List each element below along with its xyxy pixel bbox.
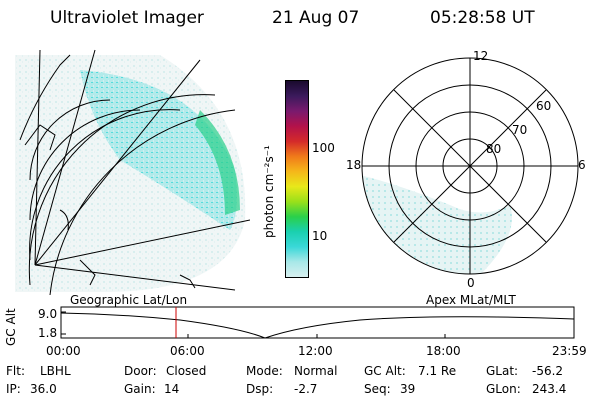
geographic-image-panel xyxy=(15,49,250,296)
info-label-gain: Gain: xyxy=(124,382,156,396)
timeline-axis-title: GC Alt xyxy=(4,308,18,346)
info-label-ip: IP: xyxy=(6,382,21,396)
timeline-ytick-top: 9.0 xyxy=(38,307,58,321)
info-label-mode: Mode: xyxy=(246,364,283,378)
info-value-door: Closed xyxy=(166,364,207,378)
info-label-gcalt: GC Alt: xyxy=(364,364,406,378)
timeline-xtick-1: 06:00 xyxy=(170,344,205,358)
info-value-glon: 243.4 xyxy=(532,382,567,396)
info-value-flt: LBHL xyxy=(40,364,71,378)
lat-label-60: 60 xyxy=(536,99,551,113)
lat-label-80: 80 xyxy=(486,142,501,156)
time-label: 05:28:58 UT xyxy=(430,8,535,28)
timeline-right-label: Apex MLat/MLT xyxy=(426,293,516,307)
timeline-xtick-4: 23:59 xyxy=(552,344,587,358)
timeline-xtick-0: 00:00 xyxy=(46,344,81,358)
info-label-seq: Seq: xyxy=(364,382,391,396)
mlt-label-0: 0 xyxy=(467,276,475,290)
info-label-glat: GLat: xyxy=(486,364,519,378)
app-title: Ultraviolet Imager xyxy=(50,8,204,28)
polar-plot: 12 18 6 0 60 70 80 xyxy=(346,49,586,290)
info-label-glon: GLon: xyxy=(486,382,521,396)
timeline-plot xyxy=(60,306,575,339)
lat-label-70: 70 xyxy=(512,123,527,137)
info-value-mode: Normal xyxy=(294,364,338,378)
colorbar-tick-100: 100 xyxy=(312,141,335,155)
timeline-left-label: Geographic Lat/Lon xyxy=(70,293,188,307)
info-value-ip: 36.0 xyxy=(30,382,57,396)
info-value-glat: -56.2 xyxy=(532,364,564,378)
info-label-dsp: Dsp: xyxy=(246,382,274,396)
altitude-curve xyxy=(60,312,575,339)
timeline-xtick-3: 18:00 xyxy=(426,344,461,358)
colorbar-tick-10: 10 xyxy=(312,229,328,243)
info-value-gcalt: 7.1 Re xyxy=(418,364,457,378)
timeline-xtick-2: 12:00 xyxy=(298,344,333,358)
info-label-door: Door: xyxy=(124,364,157,378)
mlt-label-18: 18 xyxy=(346,158,361,172)
colorbar-label: photon cm⁻²s⁻¹ xyxy=(262,145,276,238)
info-label-flt: Flt: xyxy=(6,364,25,378)
coastline xyxy=(19,54,96,286)
mlt-label-12: 12 xyxy=(473,49,488,63)
timeline-ytick-bottom: 1.8 xyxy=(38,326,58,340)
mlt-label-6: 6 xyxy=(578,158,586,172)
info-value-dsp: -2.7 xyxy=(294,382,318,396)
colorbar xyxy=(285,80,309,278)
info-value-seq: 39 xyxy=(400,382,416,396)
date-label: 21 Aug 07 xyxy=(272,8,360,28)
info-value-gain: 14 xyxy=(164,382,180,396)
